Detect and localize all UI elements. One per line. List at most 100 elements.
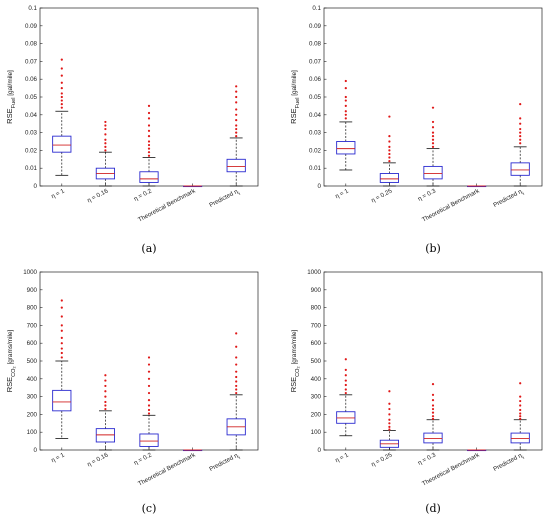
y-tick-label: 100: [311, 429, 322, 436]
y-tick-label: 0.03: [25, 130, 38, 137]
outlier-point: [519, 404, 522, 407]
outlier-point: [388, 390, 391, 393]
outlier-point: [388, 145, 391, 148]
outlier-point: [235, 375, 238, 379]
outlier-point: [147, 404, 151, 407]
panel-a: 0 0.01 0.02 0.03 0.04 0.05 0.06 0.07 0.08 0.09 0.1…: [5, 5, 259, 255]
outlier-point: [519, 395, 522, 398]
outlier-point: [235, 384, 238, 388]
y-tick-label: 600: [27, 340, 38, 347]
box-1: [336, 79, 356, 171]
box-2: [379, 115, 400, 187]
box-5: [226, 332, 246, 451]
box-1: [52, 299, 72, 439]
iqr-box: [423, 165, 443, 180]
outlier-point: [431, 106, 435, 109]
y-tick-label: 400: [311, 376, 322, 383]
outlier-point: [344, 95, 347, 99]
outlier-point: [235, 332, 238, 335]
y-tick-label: 0.1: [312, 5, 321, 12]
outlier-point: [519, 122, 522, 125]
outlier-point: [104, 395, 107, 398]
outlier-point: [235, 108, 238, 111]
outlier-point: [519, 415, 522, 418]
outlier-point: [344, 110, 347, 113]
y-tick-label: 800: [27, 305, 38, 312]
y-tick-label: 0.01: [25, 165, 38, 172]
outlier-point: [519, 417, 522, 420]
outlier-point: [431, 399, 435, 402]
outlier-point: [235, 124, 238, 127]
iqr-box: [379, 173, 400, 183]
box-3: [423, 383, 443, 451]
plot-area: [323, 271, 543, 451]
outlier-point: [235, 388, 238, 391]
outlier-point: [235, 85, 238, 88]
outlier-point: [60, 106, 63, 109]
outlier-point: [431, 417, 435, 420]
outlier-point: [147, 408, 151, 412]
outlier-point: [388, 115, 391, 118]
outlier-point: [104, 145, 107, 148]
y-axis: 0 100 200 300 400 500 600 700 800 900 1000: [307, 269, 327, 454]
outlier-point: [431, 145, 435, 148]
outlier-point: [104, 404, 107, 407]
outlier-point: [344, 117, 347, 120]
outlier-point: [60, 87, 63, 90]
x-tick-label: η = 0.16: [86, 187, 110, 204]
box-5: [510, 103, 530, 187]
outlier-point: [344, 383, 347, 387]
outlier-point: [519, 142, 522, 145]
outlier-point: [431, 415, 435, 418]
outlier-point: [104, 384, 107, 388]
outlier-point: [104, 149, 107, 152]
outlier-point: [147, 370, 151, 373]
y-tick-label: 0.03: [309, 130, 322, 137]
outlier-point: [60, 92, 63, 95]
x-tick-label: η = 0.16: [86, 451, 110, 468]
outlier-point: [235, 95, 238, 99]
iqr-box: [139, 171, 159, 183]
panel-d: 0 100 200 300 400 500 600 700 800 900 1000 η = 1 η …: [289, 269, 543, 515]
y-tick-label: 200: [27, 411, 38, 418]
y-axis-label: RSECO₂ [grams/mile]: [5, 329, 17, 392]
outlier-point: [519, 135, 522, 138]
y-tick-label: 0: [318, 447, 322, 454]
outlier-point: [147, 154, 151, 157]
outlier-point: [344, 104, 347, 107]
y-tick-label: 0.09: [309, 23, 322, 30]
panel-caption: (d): [425, 502, 441, 515]
box-5: [510, 382, 530, 451]
x-tick-label: η = 0.25: [370, 187, 394, 204]
outlier-point: [388, 140, 391, 143]
boxplots: [52, 58, 246, 188]
outlier-point: [147, 117, 151, 120]
outlier-point: [147, 104, 151, 107]
outlier-point: [60, 67, 63, 70]
y-tick-label: 700: [27, 322, 38, 329]
outlier-point: [60, 74, 63, 77]
outlier-point: [388, 418, 391, 421]
x-tick-label: Predicted ηi: [208, 188, 241, 212]
y-tick-label: 700: [311, 322, 322, 329]
y-axis: 0 100 200 300 400 500 600 700 800 900 1000: [23, 269, 43, 454]
x-tick-label: η = 0.2: [133, 187, 154, 202]
outlier-point: [431, 142, 435, 145]
outlier-point: [344, 368, 347, 371]
box-3: [139, 104, 159, 187]
outlier-point: [344, 379, 347, 382]
outlier-point: [519, 117, 522, 120]
box-2: [95, 374, 116, 451]
outlier-point: [519, 412, 522, 415]
outlier-point: [60, 58, 63, 61]
y-tick-label: 200: [311, 411, 322, 418]
outlier-point: [431, 138, 435, 141]
outlier-point: [147, 129, 151, 132]
y-tick-label: 300: [27, 394, 38, 401]
outlier-point: [388, 149, 391, 152]
outlier-point: [519, 138, 522, 141]
outlier-point: [344, 388, 347, 391]
